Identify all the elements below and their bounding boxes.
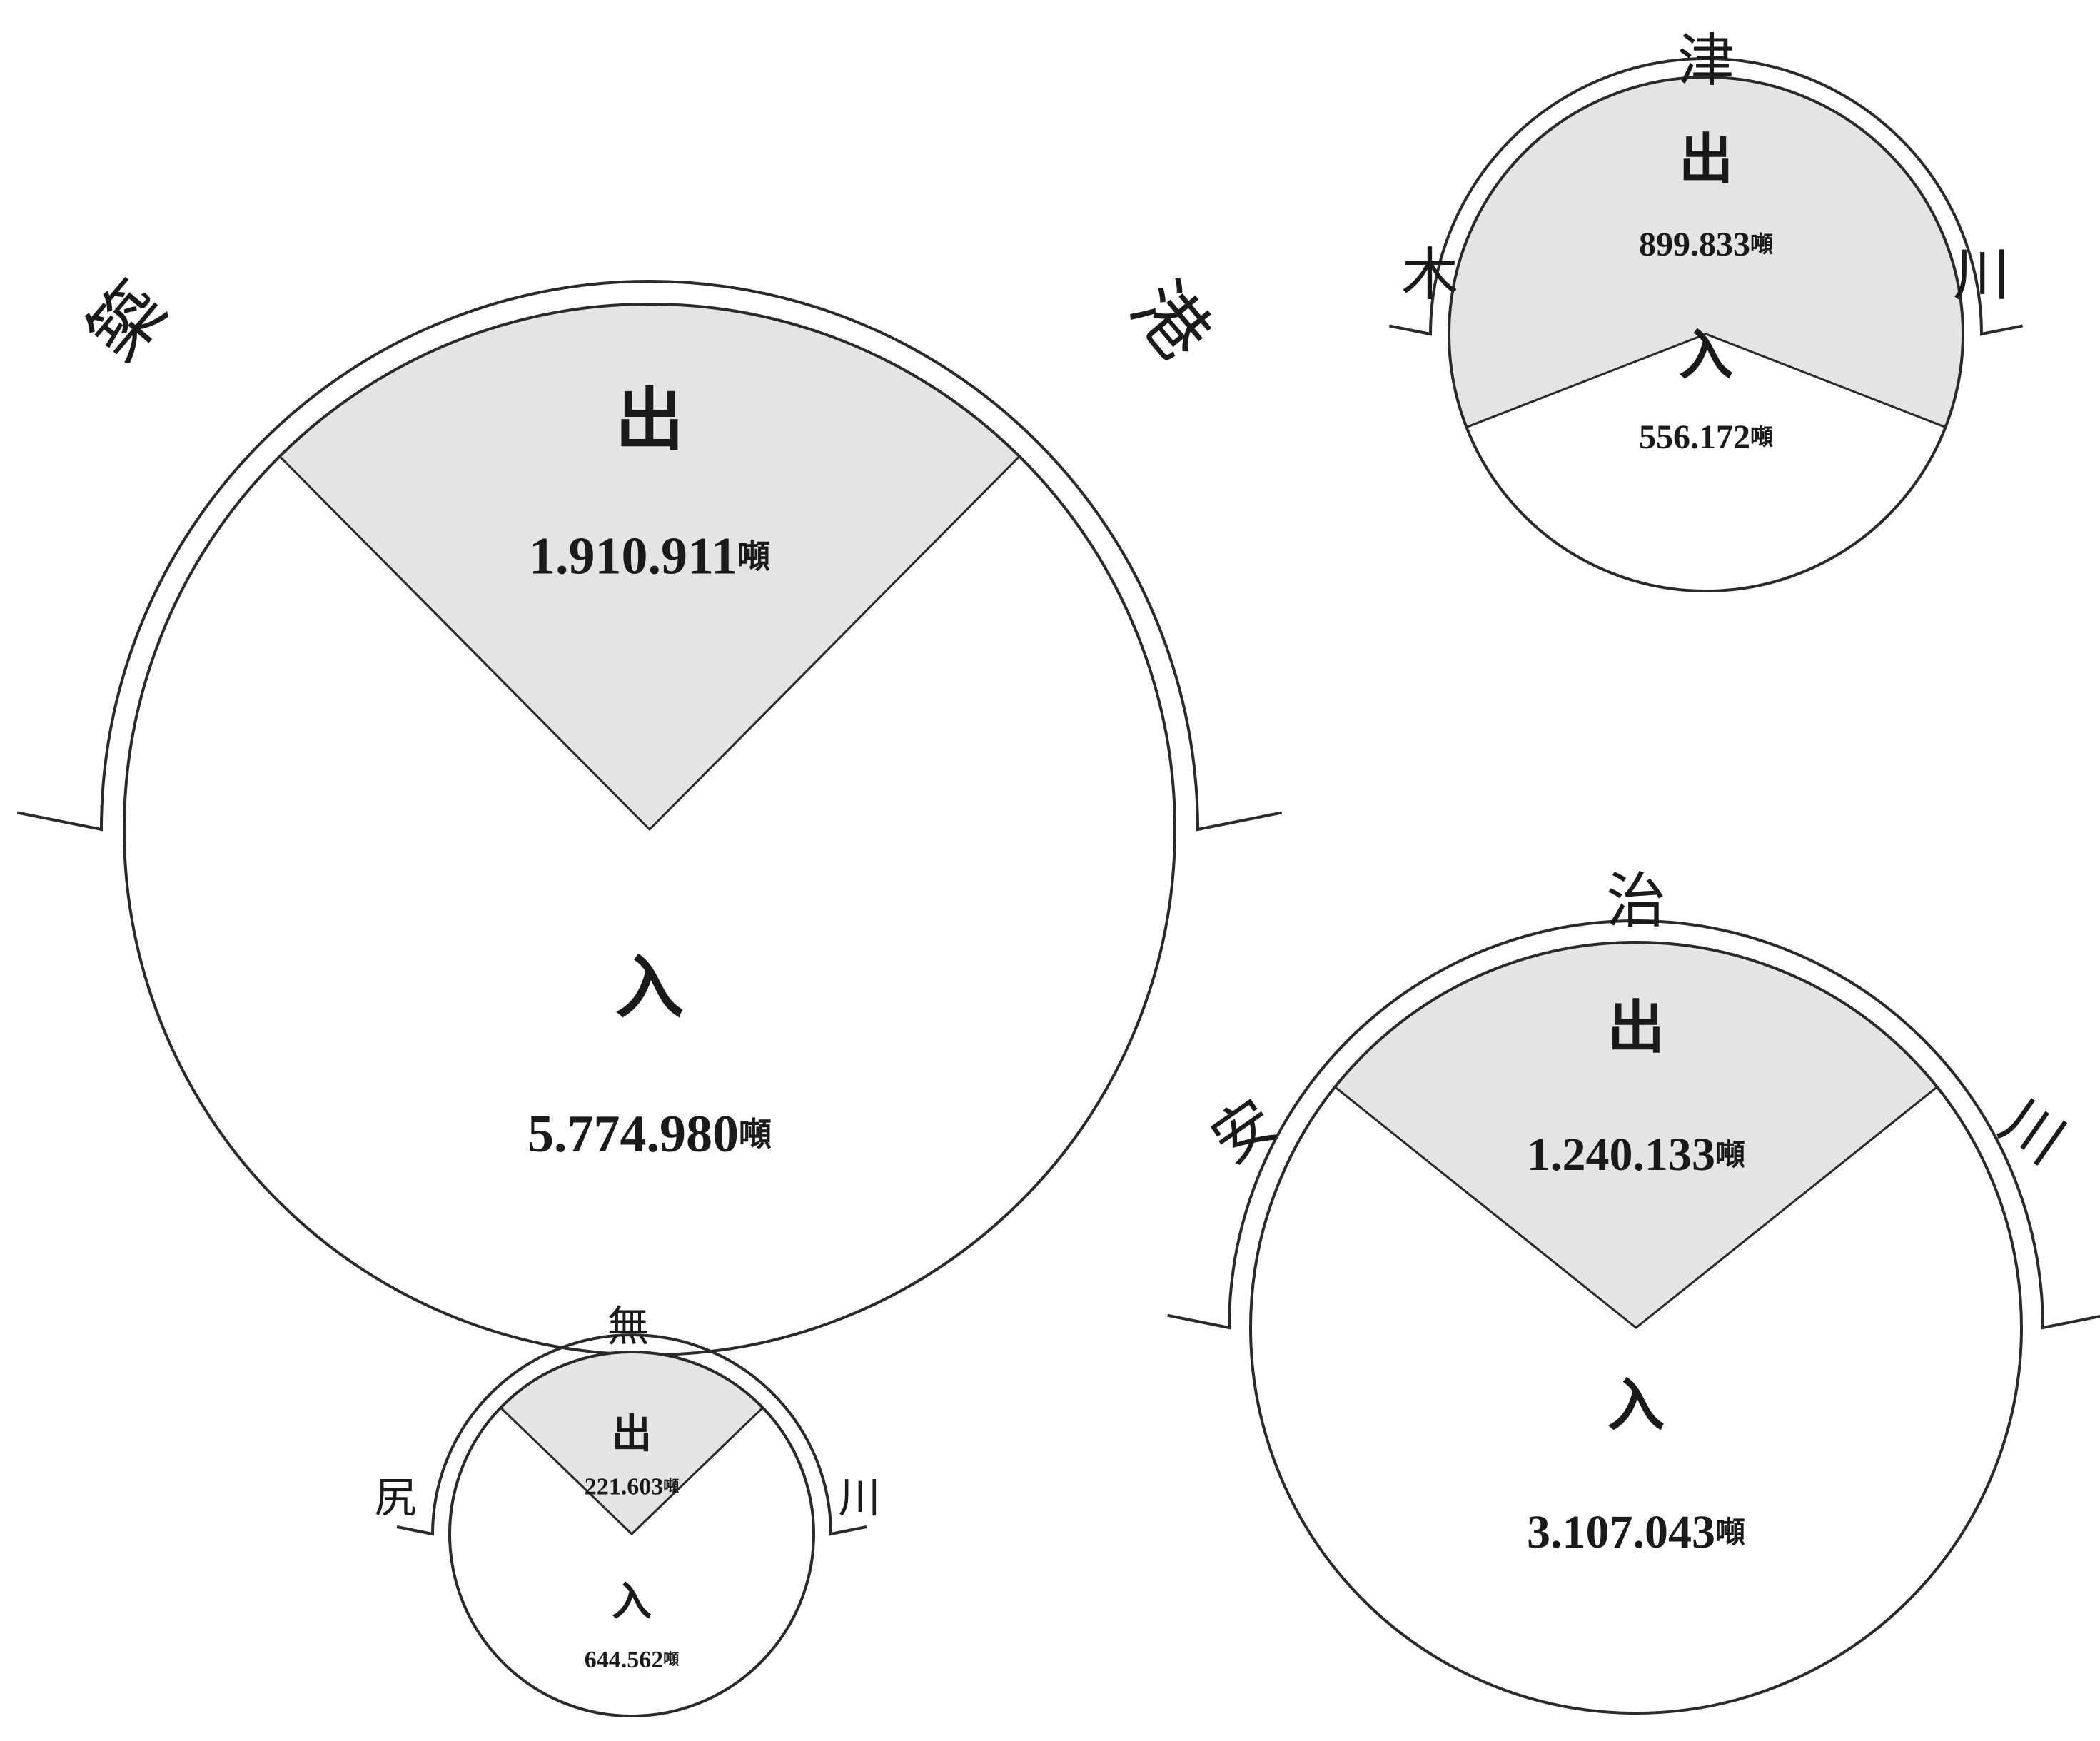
- slice-value-inbound: 5.774.980噸: [527, 1105, 772, 1164]
- port-name-char: 木: [1401, 242, 1458, 308]
- port-arch: [1167, 919, 2100, 1330]
- slice-unit: 噸: [1750, 231, 1773, 258]
- slice-label-outbound: 出: [615, 379, 684, 460]
- port-name-char: 尻: [374, 1473, 416, 1523]
- slice-unit: 噸: [1715, 1515, 1745, 1550]
- slice-label-inbound: 入: [612, 1578, 652, 1625]
- slice-unit: 噸: [739, 1115, 772, 1154]
- slice-unit: 噸: [663, 1478, 679, 1496]
- slice-unit: 噸: [1715, 1137, 1745, 1172]
- port-name-char: 津: [1677, 28, 1735, 94]
- slice-unit: 噸: [663, 1650, 679, 1669]
- port-name-char: 川: [1953, 242, 2010, 308]
- slice-label-outbound: 出: [612, 1411, 652, 1458]
- port-name-char: 築: [71, 266, 182, 375]
- port-arch: [1389, 57, 2023, 336]
- port-name-char: 川: [1988, 1086, 2077, 1177]
- port-arch: [396, 1333, 867, 1536]
- port-arch: [16, 280, 1283, 832]
- slice-unit: 噸: [737, 537, 770, 575]
- slice-label-inbound: 入: [1679, 323, 1733, 386]
- port-name-char: 無: [607, 1302, 649, 1351]
- slice-unit: 噸: [1750, 423, 1773, 450]
- slice-label-inbound: 入: [615, 947, 684, 1027]
- port-name-char: 治: [1606, 866, 1666, 936]
- pie-outline: [448, 1351, 815, 1717]
- slice-value-inbound: 556.172噸: [1639, 418, 1773, 456]
- pie-outline: [1448, 76, 1964, 592]
- port-name-char: 川: [838, 1473, 880, 1523]
- pie-outline: [1249, 941, 2023, 1715]
- slice-value-outbound: 221.603噸: [585, 1473, 680, 1500]
- slice-label-outbound: 出: [1607, 994, 1665, 1061]
- slice-label-inbound: 入: [1607, 1371, 1665, 1438]
- slice-value-outbound: 1.240.133噸: [1527, 1129, 1745, 1181]
- slice-value-inbound: 644.562噸: [585, 1646, 680, 1672]
- slice-label-outbound: 出: [1679, 128, 1733, 191]
- port-name-char: 安: [1198, 1086, 1288, 1177]
- port-name-char: 港: [1115, 266, 1226, 375]
- slice-value-inbound: 3.107.043噸: [1527, 1506, 1745, 1558]
- slice-value-outbound: 1.910.911噸: [529, 527, 770, 585]
- slice-value-outbound: 899.833噸: [1639, 226, 1773, 263]
